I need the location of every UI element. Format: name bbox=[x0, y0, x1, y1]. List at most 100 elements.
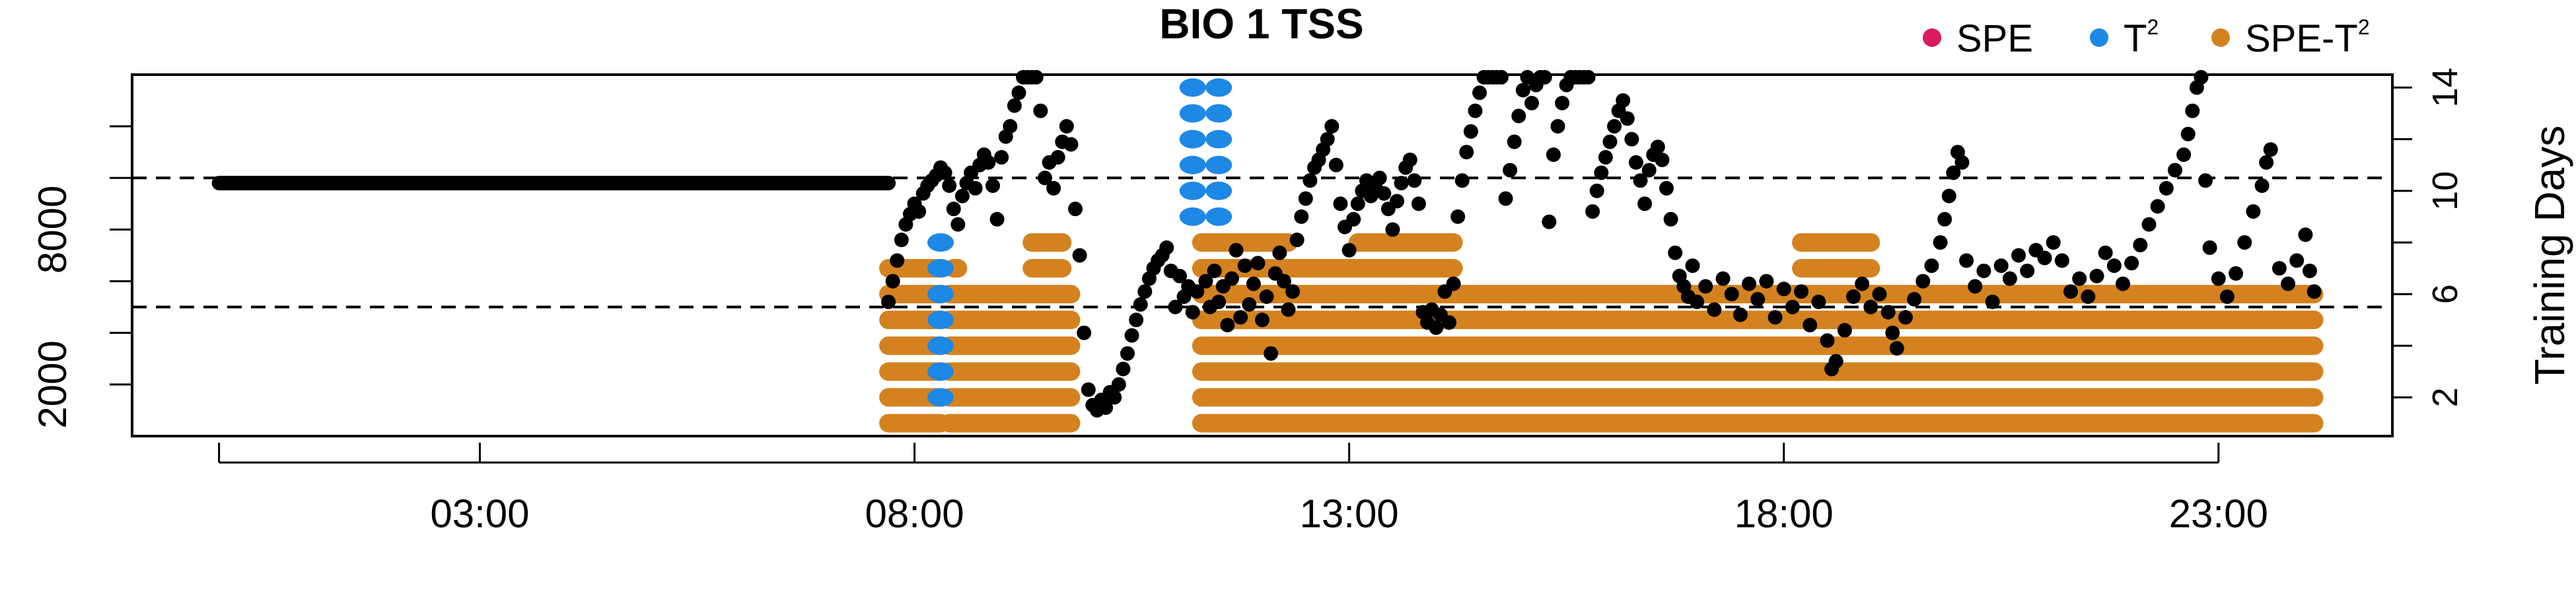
tss-point bbox=[2107, 258, 2122, 273]
tss-point bbox=[1937, 212, 1952, 227]
t2-point bbox=[1205, 156, 1232, 174]
tss-point bbox=[1051, 150, 1065, 165]
tss-point bbox=[1207, 264, 1222, 278]
tss-point bbox=[2168, 163, 2182, 178]
tss-point bbox=[2289, 253, 2304, 268]
tss-point bbox=[1299, 192, 1313, 206]
tss-point bbox=[1442, 315, 1456, 330]
t2-point bbox=[927, 336, 954, 355]
tss-point bbox=[1394, 176, 1409, 190]
tss-point bbox=[1447, 276, 1461, 291]
t2-point bbox=[927, 362, 954, 381]
tss-point bbox=[881, 295, 896, 309]
tss-point bbox=[1029, 70, 1044, 85]
tss-point bbox=[912, 204, 926, 219]
y-left-axis: 20008000 bbox=[30, 126, 132, 428]
tss-point bbox=[1472, 85, 1487, 100]
t2-point bbox=[1205, 79, 1232, 97]
tss-point bbox=[2098, 246, 2113, 260]
tss-point bbox=[2090, 269, 2104, 283]
tss-point bbox=[1863, 300, 1878, 315]
y-right-tick-label: 14 bbox=[2425, 67, 2465, 107]
tss-point bbox=[1046, 181, 1061, 196]
tss-point bbox=[2063, 284, 2078, 299]
tss-point bbox=[1594, 165, 1608, 180]
tss-point bbox=[2220, 289, 2235, 304]
tss-point bbox=[1125, 328, 1139, 343]
tss-point bbox=[1264, 346, 1278, 361]
tss-point bbox=[1811, 295, 1826, 309]
tss-point bbox=[990, 212, 1005, 227]
tss-point bbox=[1616, 93, 1630, 108]
tss-point bbox=[1464, 124, 1478, 139]
tss-point bbox=[1829, 354, 1843, 369]
tss-point bbox=[2246, 204, 2260, 219]
t2-point bbox=[1180, 156, 1206, 174]
tss-point bbox=[1294, 209, 1308, 224]
tss-point bbox=[994, 150, 1009, 165]
tss-point bbox=[1664, 212, 1678, 227]
legend-label: SPE bbox=[1956, 17, 2033, 60]
tss-point bbox=[968, 181, 983, 196]
tss-point bbox=[955, 189, 970, 204]
tss-point bbox=[1885, 326, 1900, 340]
y-left-tick-label: 8000 bbox=[30, 186, 75, 274]
tss-point bbox=[1968, 279, 1982, 293]
tss-point bbox=[1137, 284, 1152, 299]
t2-point bbox=[927, 259, 954, 278]
tss-point bbox=[1607, 119, 1622, 133]
tss-point bbox=[1690, 295, 1704, 309]
tss-point bbox=[2281, 276, 2295, 291]
t2-point bbox=[927, 311, 954, 329]
tss-point bbox=[947, 202, 961, 216]
t2-point bbox=[1205, 130, 1232, 149]
tss-point bbox=[1068, 202, 1083, 216]
tss-point bbox=[1642, 163, 1657, 178]
tss-point bbox=[886, 274, 900, 289]
tss-point bbox=[1116, 361, 1130, 376]
legend-superscript: 2 bbox=[2147, 15, 2159, 39]
legend-marker bbox=[1923, 28, 1941, 47]
tss-point bbox=[942, 178, 956, 193]
tss-point bbox=[1412, 196, 1426, 211]
tss-point bbox=[1373, 170, 1387, 185]
tss-point bbox=[1707, 303, 1721, 317]
tss-point bbox=[1033, 104, 1048, 118]
tss-point bbox=[1324, 119, 1339, 133]
tss-point bbox=[1507, 135, 1522, 149]
tss-point bbox=[1238, 258, 1252, 273]
tss-point bbox=[1450, 209, 1465, 224]
t2-point bbox=[927, 233, 954, 252]
tss-point bbox=[1385, 222, 1400, 237]
t2-point bbox=[927, 285, 954, 303]
legend-superscript: 2 bbox=[2358, 15, 2370, 39]
tss-point bbox=[1542, 215, 1556, 229]
tss-point bbox=[1281, 303, 1295, 317]
tss-point bbox=[2124, 256, 2139, 270]
tss-point bbox=[1590, 184, 1604, 198]
tss-point bbox=[1455, 173, 1470, 188]
tss-point bbox=[1285, 284, 1300, 299]
y-right-axis: 261014 bbox=[2392, 67, 2465, 407]
tss-point bbox=[1794, 284, 1808, 299]
tss-point bbox=[1855, 276, 1869, 291]
x-tick-label: 03:00 bbox=[430, 492, 529, 536]
tss-point bbox=[1503, 163, 1517, 178]
x-tick-label: 08:00 bbox=[865, 492, 964, 536]
tss-point bbox=[1290, 233, 1305, 247]
t2-point bbox=[1180, 182, 1206, 200]
tss-point bbox=[1246, 276, 1261, 291]
tss-point bbox=[1159, 241, 1174, 255]
tss-point bbox=[1272, 246, 1287, 260]
tss-point bbox=[950, 217, 965, 232]
tss-point bbox=[894, 233, 909, 247]
tss-point bbox=[1550, 119, 1565, 133]
tss-point bbox=[2072, 272, 2087, 286]
tss-point bbox=[1225, 272, 1239, 286]
tss-point bbox=[1546, 147, 1561, 162]
tss-point bbox=[1250, 256, 1265, 270]
tss-point bbox=[1403, 153, 1417, 167]
y-right-axis-label: Training Days bbox=[2526, 126, 2573, 385]
tss-point bbox=[1881, 305, 1896, 319]
tss-point bbox=[2194, 70, 2208, 85]
